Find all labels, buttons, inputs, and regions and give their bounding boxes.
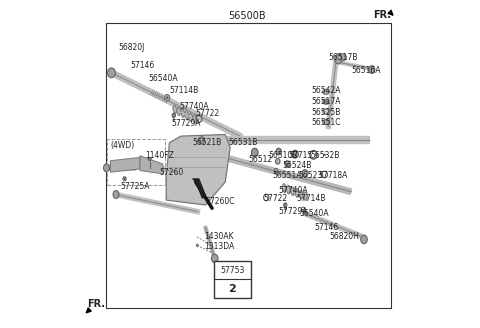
Ellipse shape (252, 148, 258, 157)
Text: 2: 2 (228, 284, 236, 294)
Text: (4WD): (4WD) (110, 141, 135, 151)
Ellipse shape (199, 137, 204, 144)
Text: 56500B: 56500B (228, 11, 265, 21)
Text: 57740A: 57740A (180, 102, 209, 111)
Polygon shape (140, 156, 163, 174)
Ellipse shape (275, 169, 278, 173)
Text: 56531B: 56531B (228, 138, 258, 147)
Ellipse shape (172, 113, 175, 117)
Text: 1313DA: 1313DA (204, 242, 234, 251)
Ellipse shape (323, 89, 329, 94)
Ellipse shape (148, 157, 151, 161)
Ellipse shape (173, 119, 175, 121)
Text: 56551A: 56551A (272, 171, 301, 180)
Text: 57146: 57146 (130, 61, 155, 70)
Text: 56532B: 56532B (311, 151, 340, 160)
Text: 56521B: 56521B (192, 138, 222, 147)
Ellipse shape (276, 148, 281, 155)
Ellipse shape (302, 170, 308, 177)
Text: 57114B: 57114B (169, 86, 199, 95)
Text: 56540A: 56540A (300, 209, 329, 218)
Text: 57722: 57722 (264, 194, 288, 203)
Text: 1140FZ: 1140FZ (145, 151, 174, 160)
Text: 56542A: 56542A (312, 86, 341, 95)
Text: 56820J: 56820J (119, 43, 145, 52)
Ellipse shape (284, 203, 287, 207)
Text: 57260C: 57260C (205, 197, 235, 206)
Text: 56517A: 56517A (312, 97, 341, 106)
Text: 57729A: 57729A (279, 207, 308, 216)
Ellipse shape (104, 164, 109, 172)
Text: 57718A: 57718A (318, 171, 348, 180)
Text: 56516A: 56516A (351, 66, 380, 75)
Ellipse shape (323, 109, 329, 114)
Text: 57740A: 57740A (279, 186, 308, 195)
Text: 56551C: 56551C (312, 117, 341, 127)
Text: 1430AK: 1430AK (204, 232, 234, 241)
Text: 57722: 57722 (196, 109, 220, 118)
Polygon shape (192, 179, 205, 198)
Text: FR.: FR. (87, 299, 106, 309)
Ellipse shape (337, 54, 347, 61)
Polygon shape (110, 157, 140, 172)
Text: 57714B: 57714B (297, 194, 326, 203)
Text: 56525B: 56525B (312, 108, 341, 117)
Text: 56540A: 56540A (148, 74, 178, 83)
Text: 56512: 56512 (248, 154, 272, 164)
Ellipse shape (123, 176, 126, 181)
Text: 57146: 57146 (315, 223, 339, 233)
Ellipse shape (285, 208, 286, 210)
Text: 57725A: 57725A (120, 182, 150, 192)
Ellipse shape (113, 191, 119, 198)
Ellipse shape (212, 254, 218, 263)
Ellipse shape (165, 94, 170, 101)
Text: FR.: FR. (373, 10, 392, 20)
Ellipse shape (292, 150, 299, 158)
Text: 56517B: 56517B (328, 53, 357, 62)
Text: 56820H: 56820H (329, 232, 359, 241)
Ellipse shape (167, 97, 168, 99)
Text: 56523: 56523 (299, 171, 323, 180)
Ellipse shape (335, 54, 342, 64)
Text: 56510B: 56510B (268, 151, 297, 160)
FancyBboxPatch shape (214, 261, 252, 298)
Text: 57260: 57260 (160, 168, 184, 177)
Polygon shape (166, 134, 230, 205)
Ellipse shape (124, 178, 125, 179)
Text: 57715: 57715 (288, 151, 313, 160)
Ellipse shape (323, 99, 329, 104)
Ellipse shape (369, 66, 375, 73)
Ellipse shape (360, 235, 367, 244)
Ellipse shape (324, 154, 325, 156)
Text: 57753: 57753 (220, 266, 245, 275)
Ellipse shape (108, 68, 115, 78)
Ellipse shape (323, 119, 329, 125)
Ellipse shape (285, 161, 290, 167)
Text: 57729A: 57729A (171, 118, 201, 128)
Text: 56524B: 56524B (282, 161, 312, 170)
Ellipse shape (276, 158, 280, 164)
